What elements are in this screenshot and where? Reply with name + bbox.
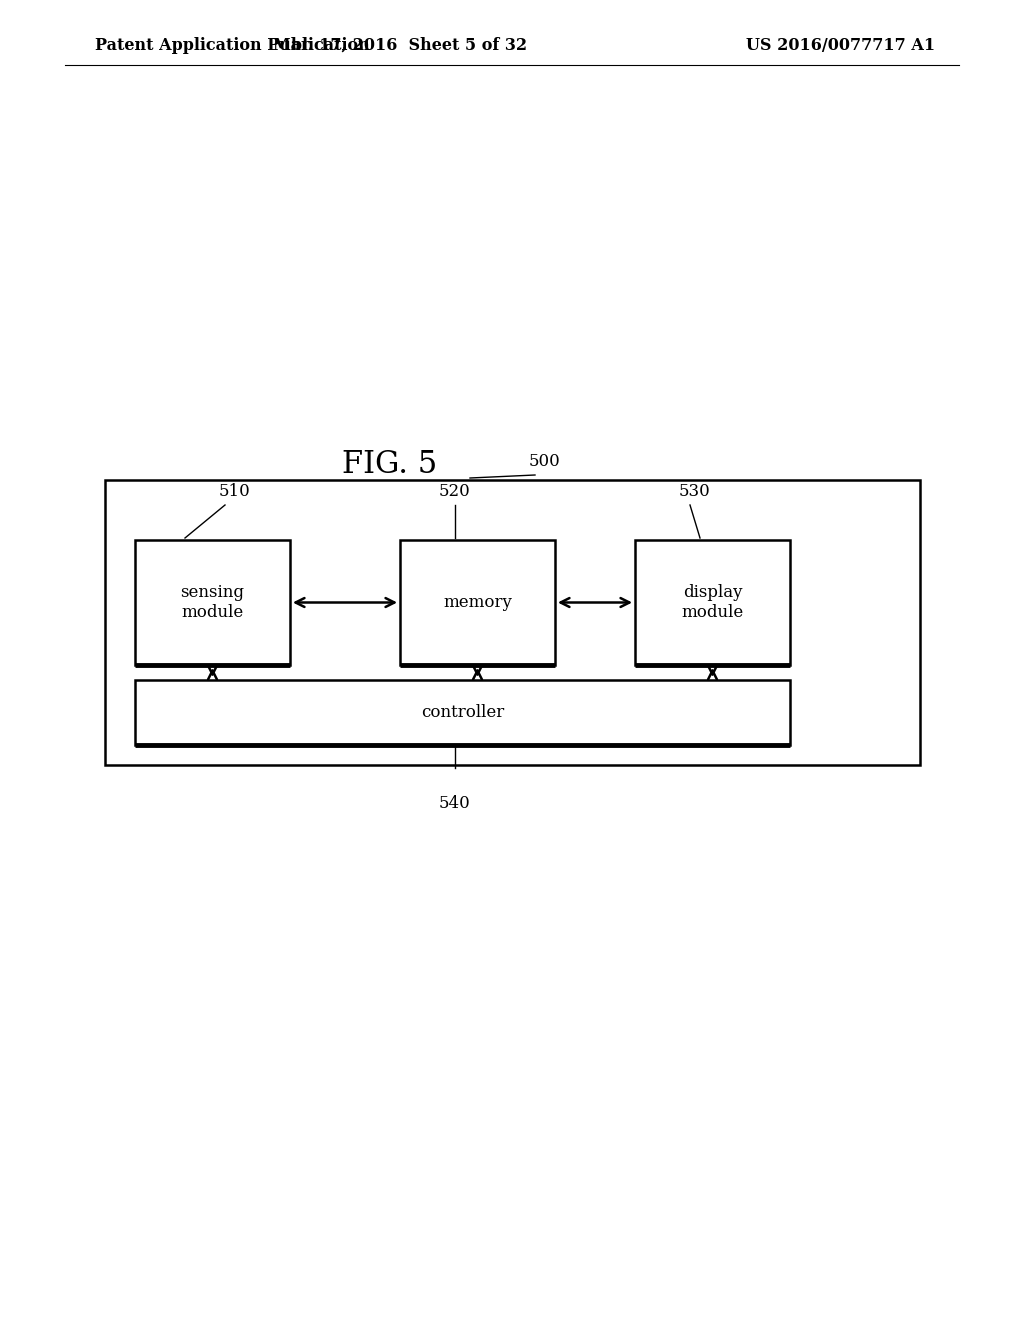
Text: Patent Application Publication: Patent Application Publication <box>95 37 370 54</box>
Bar <box>135 680 790 744</box>
Text: display
module: display module <box>681 585 743 620</box>
Text: Mar. 17, 2016  Sheet 5 of 32: Mar. 17, 2016 Sheet 5 of 32 <box>273 37 527 54</box>
Text: 540: 540 <box>439 795 471 812</box>
Bar <box>400 540 555 665</box>
Text: memory: memory <box>443 594 512 611</box>
Text: sensing
module: sensing module <box>180 585 245 620</box>
Bar <box>135 540 290 665</box>
Bar <box>105 480 920 766</box>
Text: 520: 520 <box>439 483 471 500</box>
Text: 530: 530 <box>679 483 711 500</box>
Bar <box>635 540 790 665</box>
Text: controller: controller <box>421 704 504 721</box>
Text: US 2016/0077717 A1: US 2016/0077717 A1 <box>745 37 935 54</box>
Text: 500: 500 <box>529 453 561 470</box>
Text: 510: 510 <box>219 483 251 500</box>
Text: FIG. 5: FIG. 5 <box>342 450 437 480</box>
